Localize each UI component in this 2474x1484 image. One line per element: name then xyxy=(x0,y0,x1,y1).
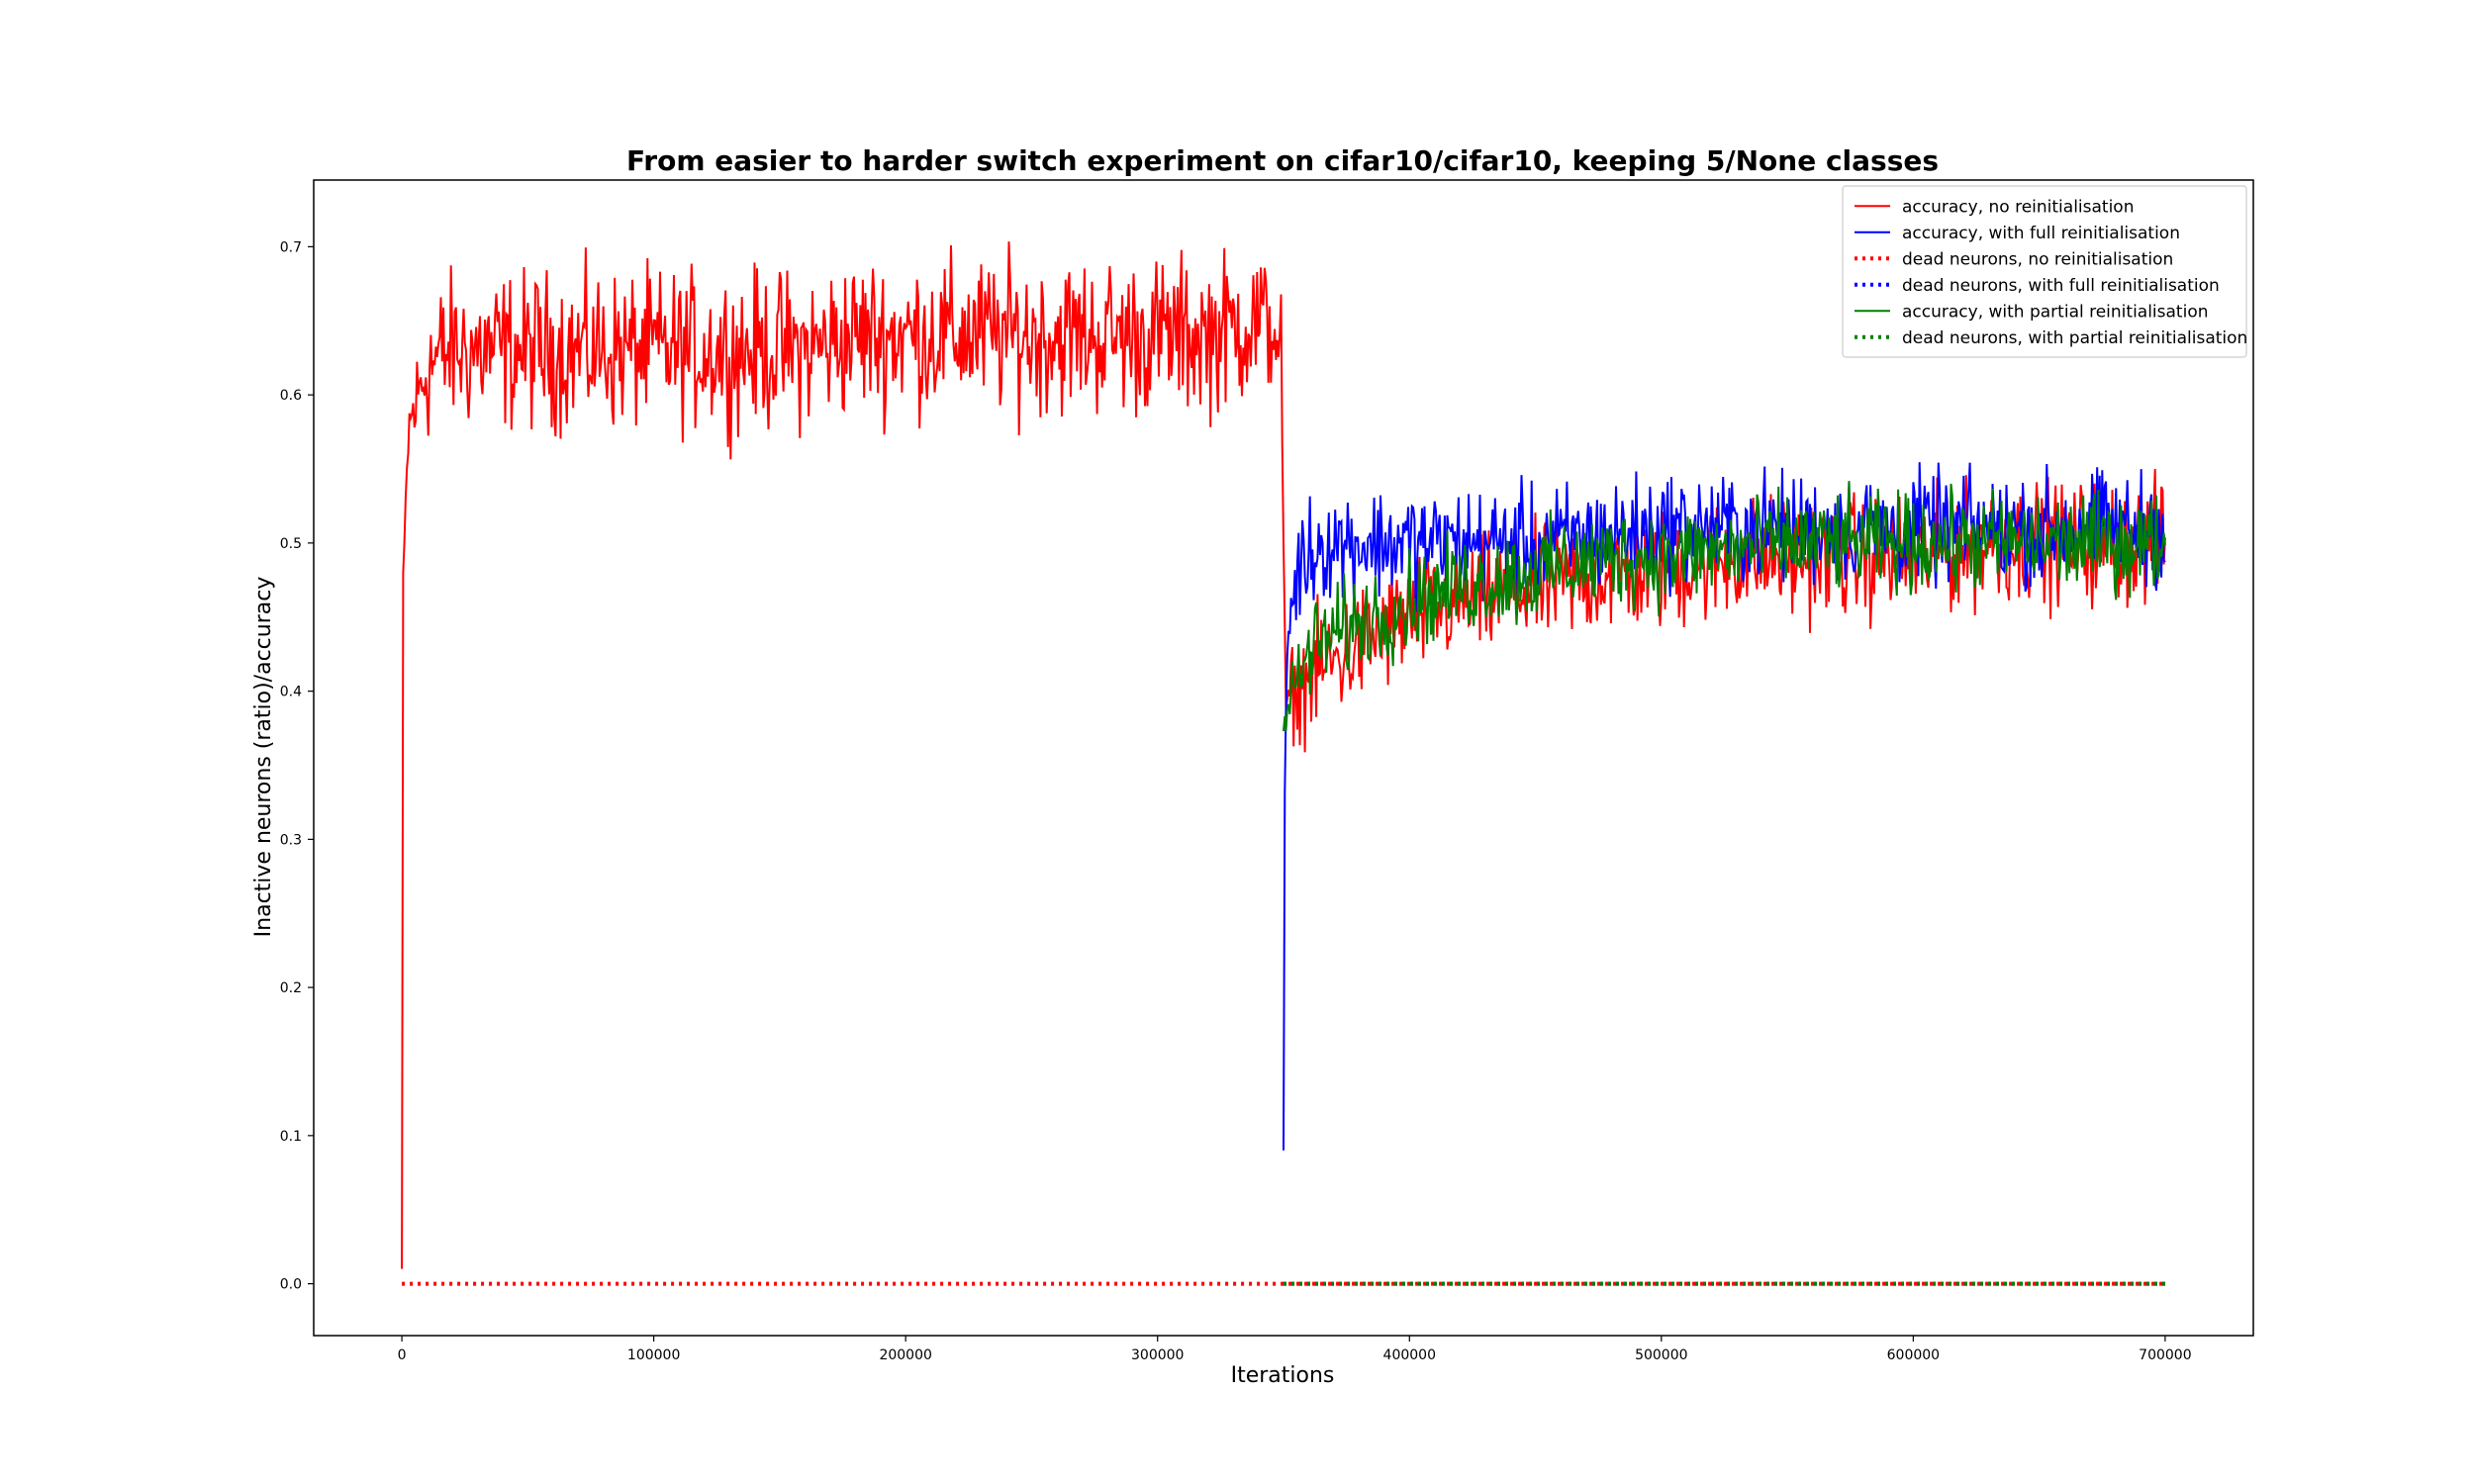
series-line-1 xyxy=(1283,462,2166,1151)
legend-label: accuracy, no reinitialisation xyxy=(1902,197,2134,217)
series-line-4 xyxy=(1283,481,2166,732)
x-tick-label: 100000 xyxy=(627,1347,680,1363)
x-tick-label: 600000 xyxy=(1887,1347,1940,1363)
legend-label: dead neurons, with partial reinitialisat… xyxy=(1902,328,2247,348)
y-tick-label: 0.7 xyxy=(280,239,302,255)
x-tick-label: 400000 xyxy=(1383,1347,1436,1363)
legend-label: accuracy, with full reinitialisation xyxy=(1902,224,2180,243)
chart-title: From easier to harder switch experiment … xyxy=(626,144,1939,177)
y-tick-label: 0.0 xyxy=(280,1277,302,1293)
y-tick-label: 0.3 xyxy=(280,832,302,848)
legend-box xyxy=(1842,185,2247,358)
y-tick-label: 0.1 xyxy=(280,1129,302,1145)
axes: 0 100000 200000 300000 400000 500000 600000 700… xyxy=(280,179,2254,1363)
x-tick-label: 0 xyxy=(398,1347,407,1363)
legend: accuracy, no reinitialisation accuracy, w… xyxy=(1842,185,2247,358)
y-axis-label: Inactive neurons (ratio)/accuracy xyxy=(251,577,276,938)
legend-label: accuracy, with partial reinitialisation xyxy=(1902,302,2209,322)
y-tick-label: 0.6 xyxy=(280,388,302,404)
y-tick-label: 0.5 xyxy=(280,536,302,552)
x-axis-label: Iterations xyxy=(1231,1363,1335,1388)
series-line-0 xyxy=(401,241,2166,1269)
x-tick-label: 200000 xyxy=(879,1347,931,1363)
legend-label: dead neurons, with full reinitialisation xyxy=(1902,276,2220,296)
x-tick-label: 500000 xyxy=(1635,1347,1687,1363)
y-tick-label: 0.4 xyxy=(280,685,302,700)
legend-label: dead neurons, no reinitialisation xyxy=(1902,249,2173,269)
plot-frame xyxy=(313,179,2254,1337)
plot-area xyxy=(401,241,2166,1286)
x-tick-label: 700000 xyxy=(2139,1347,2191,1363)
y-tick-label: 0.2 xyxy=(280,980,302,996)
x-tick-label: 300000 xyxy=(1131,1347,1184,1363)
